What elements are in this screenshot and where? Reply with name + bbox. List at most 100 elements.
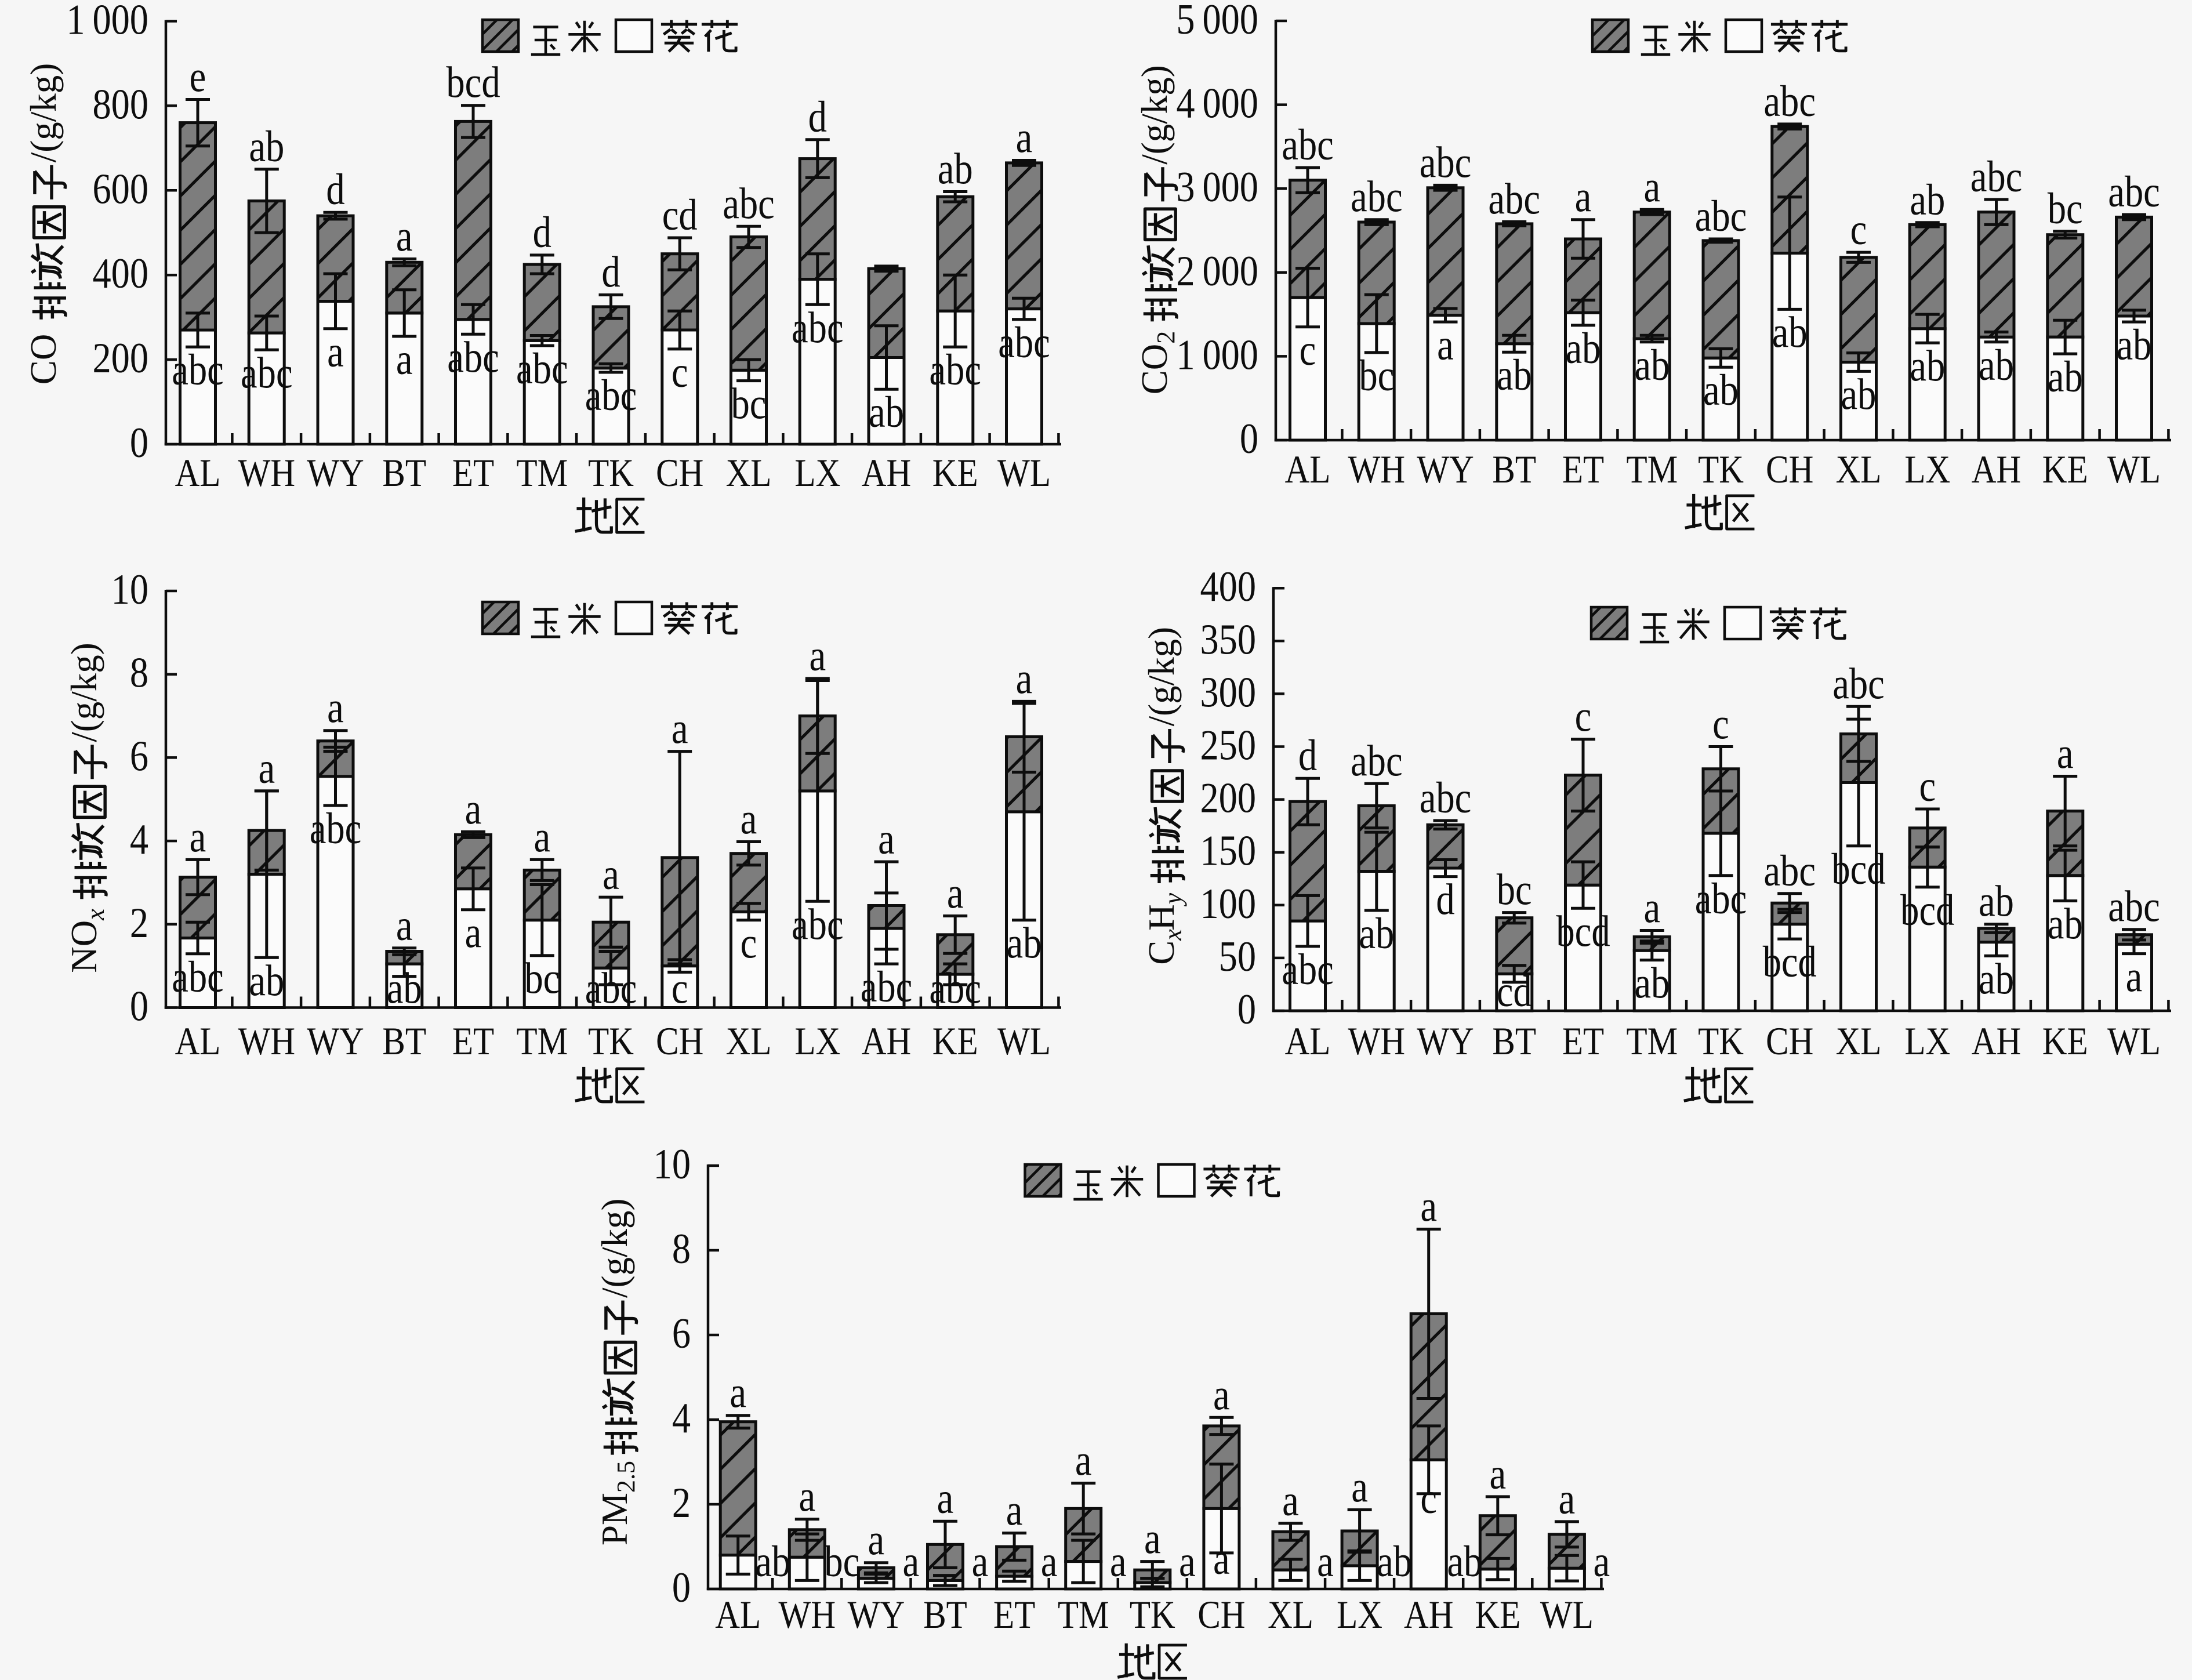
svg-text:abc: abc: [172, 346, 224, 394]
svg-text:abc: abc: [929, 964, 981, 1013]
svg-text:WY: WY: [848, 1592, 905, 1637]
svg-text:x: x: [1159, 929, 1187, 941]
svg-text:a: a: [2126, 953, 2143, 1002]
svg-text:AH: AH: [1404, 1592, 1453, 1637]
svg-text:WH: WH: [238, 451, 296, 495]
svg-text:/(g/kg): /(g/kg): [1141, 627, 1182, 726]
svg-text:AH: AH: [862, 1019, 911, 1063]
svg-text:AL: AL: [1285, 1019, 1331, 1063]
svg-text:a: a: [1351, 1463, 1368, 1512]
svg-text:0: 0: [130, 419, 148, 467]
svg-text:abc: abc: [1970, 153, 2023, 201]
svg-text:ab: ab: [1841, 371, 1877, 419]
svg-text:e: e: [190, 53, 206, 101]
svg-text:1 000: 1 000: [66, 0, 148, 44]
svg-text:c: c: [1850, 205, 1867, 254]
svg-text:a: a: [2057, 730, 2074, 778]
svg-text:bcd: bcd: [1900, 886, 1954, 935]
svg-text:PM: PM: [594, 1493, 635, 1545]
svg-text:ab: ab: [1703, 366, 1739, 415]
svg-text:KE: KE: [1475, 1592, 1520, 1637]
svg-text:abc: abc: [723, 179, 775, 228]
svg-text:ET: ET: [1562, 1019, 1604, 1063]
svg-text:8: 8: [672, 1225, 691, 1273]
svg-text:4 000: 4 000: [1176, 80, 1258, 128]
svg-text:a: a: [868, 1516, 885, 1565]
svg-text:LX: LX: [1904, 1019, 1950, 1063]
svg-text:c: c: [1712, 700, 1729, 749]
svg-text:2 000: 2 000: [1176, 248, 1258, 295]
svg-text:a: a: [1643, 884, 1660, 932]
svg-text:ab: ab: [938, 145, 973, 194]
svg-text:abc: abc: [1282, 945, 1334, 994]
svg-text:AL: AL: [1285, 447, 1331, 491]
svg-text:WH: WH: [1348, 1019, 1406, 1063]
svg-text:2: 2: [130, 899, 148, 947]
svg-text:a: a: [1016, 655, 1033, 703]
svg-text:2.5: 2.5: [612, 1461, 640, 1493]
svg-text:CH: CH: [656, 451, 703, 495]
svg-text:abc: abc: [1351, 173, 1403, 222]
svg-text:400: 400: [1200, 563, 1256, 611]
svg-text:ab: ab: [2048, 900, 2083, 949]
svg-text:a: a: [809, 632, 826, 680]
svg-text:400: 400: [92, 250, 148, 297]
svg-text:abc: abc: [447, 333, 499, 382]
svg-text:/(g/kg): /(g/kg): [594, 1199, 635, 1298]
svg-text:/(g/kg): /(g/kg): [23, 63, 64, 162]
svg-text:ab: ab: [1910, 176, 1945, 224]
svg-text:ab: ab: [1007, 919, 1042, 968]
svg-text:abc: abc: [1832, 659, 1885, 708]
svg-text:300: 300: [1200, 669, 1256, 716]
svg-text:AH: AH: [862, 451, 911, 495]
svg-text:XL: XL: [726, 451, 772, 495]
svg-text:a: a: [1282, 1476, 1299, 1525]
svg-text:a: a: [534, 813, 550, 862]
svg-text:abc: abc: [1488, 175, 1540, 223]
svg-text:d: d: [1298, 731, 1317, 780]
svg-text:a: a: [465, 909, 482, 957]
svg-text:4: 4: [130, 816, 148, 863]
svg-text:ET: ET: [993, 1592, 1035, 1637]
svg-text:0: 0: [130, 982, 148, 1030]
svg-text:LX: LX: [794, 451, 840, 495]
svg-text:a: a: [1489, 1450, 1506, 1498]
svg-text:WL: WL: [997, 1019, 1051, 1063]
svg-text:ab: ab: [1566, 324, 1601, 373]
svg-text:0: 0: [1240, 415, 1258, 463]
svg-text:AL: AL: [175, 451, 221, 495]
svg-text:ab: ab: [1979, 955, 2014, 1003]
svg-text:bcd: bcd: [1763, 938, 1817, 986]
svg-text:WY: WY: [1417, 1019, 1474, 1063]
svg-text:abc: abc: [792, 303, 844, 352]
svg-text:d: d: [533, 208, 551, 257]
svg-text:a: a: [947, 869, 964, 918]
svg-text:d: d: [808, 93, 827, 141]
svg-text:a: a: [465, 785, 482, 833]
svg-text:abc: abc: [241, 349, 293, 397]
svg-text:0: 0: [672, 1564, 691, 1612]
svg-text:ab: ab: [1772, 309, 1808, 357]
svg-text:a: a: [1559, 1475, 1576, 1523]
svg-text:1 000: 1 000: [1176, 331, 1258, 379]
svg-text:a: a: [1006, 1486, 1023, 1535]
svg-text:ab: ab: [755, 1537, 790, 1586]
svg-text:a: a: [1041, 1537, 1058, 1586]
svg-text:/(g/kg): /(g/kg): [1134, 65, 1175, 164]
svg-text:WH: WH: [238, 1019, 296, 1063]
svg-text:AL: AL: [175, 1019, 221, 1063]
svg-text:CH: CH: [656, 1019, 703, 1063]
svg-text:TK: TK: [588, 451, 634, 495]
svg-text:a: a: [603, 850, 619, 899]
svg-text:a: a: [799, 1472, 815, 1521]
svg-text:a: a: [1437, 321, 1454, 369]
svg-text:a: a: [1016, 114, 1033, 162]
svg-text:abc: abc: [1763, 77, 1816, 126]
svg-text:XL: XL: [1268, 1592, 1313, 1637]
svg-text:d: d: [601, 248, 620, 297]
svg-text:a: a: [672, 705, 688, 753]
svg-text:ab: ab: [1497, 351, 1532, 400]
svg-text:TM: TM: [516, 1019, 568, 1063]
svg-text:bc: bc: [524, 955, 560, 1003]
svg-text:a: a: [396, 901, 413, 950]
